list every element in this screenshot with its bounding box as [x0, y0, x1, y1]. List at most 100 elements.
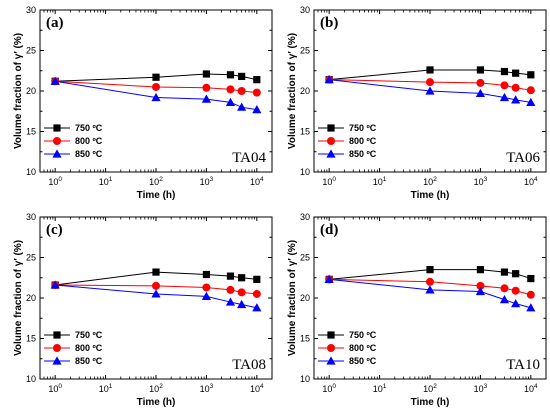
legend-marker — [327, 344, 335, 352]
data-point — [426, 78, 434, 87]
x-tick-label: 102 — [149, 383, 163, 394]
legend-label: 850 ºC — [75, 149, 103, 159]
data-point — [526, 303, 536, 312]
data-point — [152, 268, 160, 276]
data-point — [152, 82, 160, 91]
data-point — [511, 286, 520, 295]
legend-label: 800 ºC — [75, 343, 103, 353]
data-point — [252, 105, 262, 114]
data-point — [202, 270, 211, 279]
data-point — [252, 88, 261, 97]
legend-label: 850 ºC — [349, 356, 377, 366]
data-point — [476, 78, 485, 87]
data-point — [324, 75, 334, 84]
data-point — [512, 69, 520, 77]
y-tick-label: 15 — [300, 334, 310, 344]
legend-marker — [53, 344, 61, 352]
legend-marker — [53, 137, 61, 145]
data-point — [237, 87, 246, 95]
chart-panel-1: 10 15 20 25 30 100 101 102 103 104 Time (h) Volume … — [13, 5, 273, 201]
x-tick-label: 103 — [474, 383, 488, 394]
x-tick-label: 104 — [524, 176, 538, 187]
y-tick-label: 20 — [300, 86, 310, 96]
data-point — [499, 295, 510, 304]
y-tick-label: 25 — [300, 253, 310, 263]
y-tick-label: 30 — [26, 212, 36, 222]
legend-label: 750 ºC — [75, 330, 103, 340]
data-point — [511, 299, 521, 308]
x-tick-label: 104 — [524, 383, 538, 394]
data-point — [476, 66, 485, 74]
y-tick-label: 30 — [300, 212, 310, 222]
x-axis-title: Time (h) — [137, 190, 176, 201]
data-point — [253, 76, 261, 84]
data-point — [226, 85, 235, 94]
legend-label: 750 ºC — [349, 330, 377, 340]
data-point — [252, 303, 262, 312]
y-tick-label: 15 — [26, 127, 36, 137]
y-axis-title: Volume fraction of γ′ (%) — [287, 240, 298, 356]
data-point — [527, 274, 535, 283]
data-point — [476, 266, 485, 274]
x-tick-label: 101 — [99, 383, 113, 394]
legend-label: 800 ºC — [349, 343, 377, 353]
y-tick-label: 30 — [300, 5, 310, 15]
x-tick-label: 101 — [373, 383, 387, 394]
plot-frame — [39, 216, 273, 380]
y-tick-label: 20 — [26, 86, 36, 96]
legend-label: 850 ºC — [349, 149, 377, 159]
legend-marker — [327, 137, 335, 145]
y-axis-title: Volume fraction of γ′ (%) — [13, 240, 24, 356]
y-tick-label: 10 — [300, 374, 310, 384]
legend-marker — [327, 331, 335, 339]
legend-label: 750 ºC — [349, 123, 377, 133]
y-tick-label: 20 — [26, 293, 36, 303]
legend-marker — [326, 149, 336, 158]
data-point — [426, 266, 434, 274]
data-point — [500, 284, 509, 293]
panel-label: (d) — [320, 222, 338, 238]
data-point — [527, 71, 535, 79]
data-point — [237, 102, 247, 111]
data-point — [426, 277, 434, 286]
data-point — [226, 285, 235, 294]
y-axis-title: Volume fraction of γ′ (%) — [13, 33, 24, 149]
data-point — [499, 92, 510, 102]
data-point — [50, 76, 60, 85]
sample-label: TA08 — [232, 357, 266, 373]
y-axis-title: Volume fraction of γ′ (%) — [287, 33, 298, 149]
chart-panel-4: 10 15 20 25 30 100 101 102 103 104 Time (h) Volume … — [287, 212, 547, 408]
data-point — [252, 289, 261, 298]
data-point — [151, 289, 161, 298]
legend-marker — [327, 124, 335, 132]
x-axis-title: Time (h) — [137, 397, 176, 408]
x-axis-title: Time (h) — [411, 190, 450, 201]
x-tick-label: 101 — [99, 176, 113, 187]
y-tick-label: 25 — [26, 253, 36, 263]
x-tick-label: 102 — [149, 176, 163, 187]
data-point — [225, 297, 236, 306]
data-point — [237, 299, 247, 309]
data-point — [511, 95, 521, 104]
chart-panel-2: 10 15 20 25 30 100 101 102 103 104 Time (h) Volume … — [287, 5, 547, 201]
data-point — [225, 97, 236, 106]
data-point — [500, 67, 509, 76]
data-point — [202, 283, 211, 292]
panel-label: (a) — [46, 15, 64, 31]
legend-label: 850 ºC — [75, 356, 103, 366]
data-point — [500, 81, 509, 90]
panel-label: (b) — [320, 15, 338, 31]
y-tick-label: 15 — [300, 127, 310, 137]
data-point — [526, 290, 535, 299]
y-tick-label: 10 — [26, 167, 36, 177]
y-tick-label: 15 — [26, 334, 36, 344]
data-point — [202, 70, 211, 78]
data-point — [475, 88, 486, 98]
x-tick-label: 102 — [423, 383, 437, 394]
y-tick-label: 30 — [26, 5, 36, 15]
legend-marker — [53, 124, 61, 132]
data-point — [511, 83, 520, 92]
legend-marker — [326, 356, 336, 365]
data-point — [238, 274, 246, 282]
x-tick-label: 102 — [423, 176, 437, 187]
